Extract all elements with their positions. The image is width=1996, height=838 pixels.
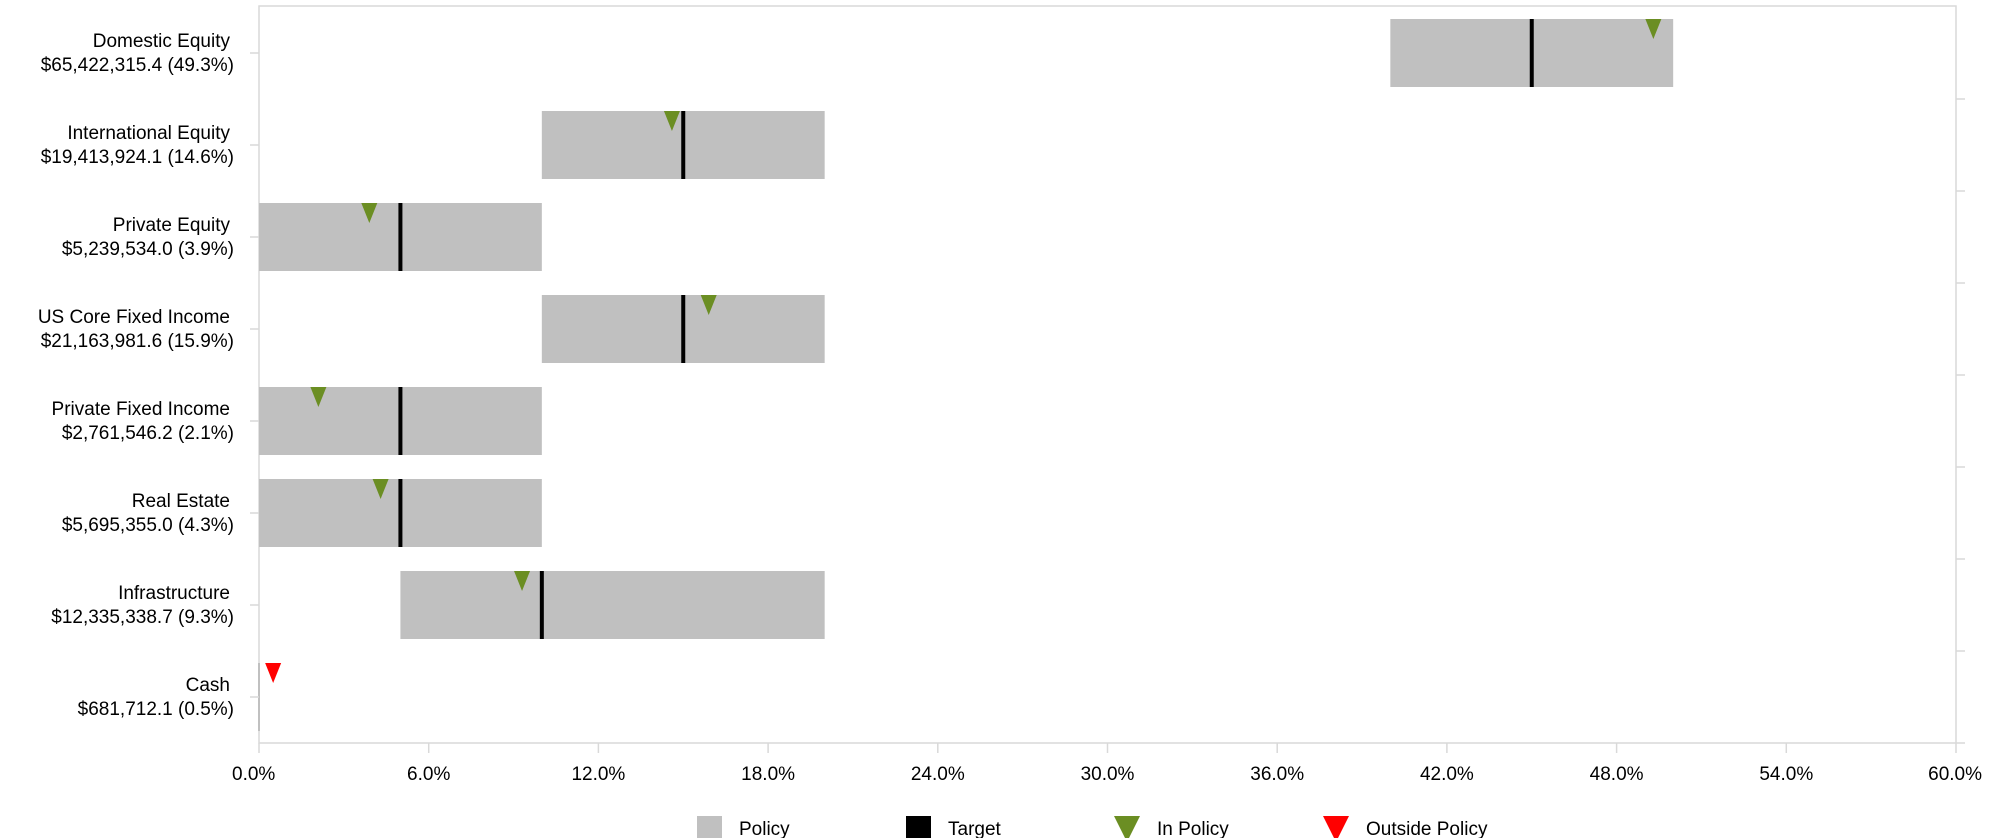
actual-marker-cash [265,663,282,683]
x-tick-label: 48.0% [1590,764,1644,785]
category-name: Cash [186,675,230,696]
actual-marker-us-core-fixed-income [700,295,717,315]
legend-label: Policy [739,819,790,838]
legend-swatch-target [906,816,931,838]
legend-item-outside-policy: Outside Policy [1323,816,1488,838]
actual-marker-international-equity [663,111,680,131]
category-name: Private Equity [113,215,231,236]
x-tick-label: 6.0% [407,764,450,785]
x-tick-label: 54.0% [1759,764,1813,785]
actual-marker-domestic-equity [1645,19,1662,39]
category-value: $12,335,338.7 (9.3%) [51,607,234,628]
category-value: $19,413,924.1 (14.6%) [41,147,234,168]
actual-marker-real-estate [372,479,389,499]
legend: Policy Target In Policy Outside Policy [697,816,1488,838]
legend-item-policy: Policy [697,816,790,838]
category-value: $65,422,315.4 (49.3%) [41,55,234,76]
category-name: Domestic Equity [93,31,231,52]
category-value: $5,239,534.0 (3.9%) [62,239,234,260]
legend-item-in-policy: In Policy [1114,816,1229,838]
policy-range-bars [258,19,1674,731]
legend-swatch-outside-policy [1323,816,1349,838]
actual-markers [265,19,1662,683]
category-value: $2,761,546.2 (2.1%) [62,423,234,444]
x-tick-label: 18.0% [741,764,795,785]
legend-item-target: Target [906,816,1002,838]
category-value: $681,712.1 (0.5%) [78,699,234,720]
category-name: US Core Fixed Income [38,307,230,328]
actual-marker-private-equity [361,203,378,223]
actual-marker-private-fixed-income [310,387,327,407]
x-tick-label: 30.0% [1081,764,1135,785]
actual-marker-infrastructure [514,571,531,591]
x-tick-label: 60.0% [1928,764,1982,785]
category-labels: Domestic Equity $65,422,315.4 (49.3%) Inte… [38,31,259,720]
category-name: Private Fixed Income [52,399,230,420]
category-value: $21,163,981.6 (15.9%) [41,331,234,352]
x-tick-label: 36.0% [1250,764,1304,785]
x-axis: 0.0% 6.0% 12.0% 18.0% 24.0% 30.0% 36.0% 42.0% 48… [232,743,1982,785]
legend-label: Target [948,819,1002,838]
legend-swatch-policy [697,816,722,838]
target-markers [258,19,1534,731]
category-name: International Equity [67,123,230,144]
x-tick-label: 12.0% [571,764,625,785]
category-name: Infrastructure [118,583,230,604]
x-tick-label: 42.0% [1420,764,1474,785]
category-value: $5,695,355.0 (4.3%) [62,515,234,536]
x-tick-label: 24.0% [911,764,965,785]
policy-bar-infrastructure [400,571,825,639]
x-tick-label: 0.0% [232,764,275,785]
legend-label: In Policy [1157,819,1229,838]
legend-swatch-in-policy [1114,816,1140,838]
category-name: Real Estate [132,491,230,512]
legend-label: Outside Policy [1366,819,1488,838]
